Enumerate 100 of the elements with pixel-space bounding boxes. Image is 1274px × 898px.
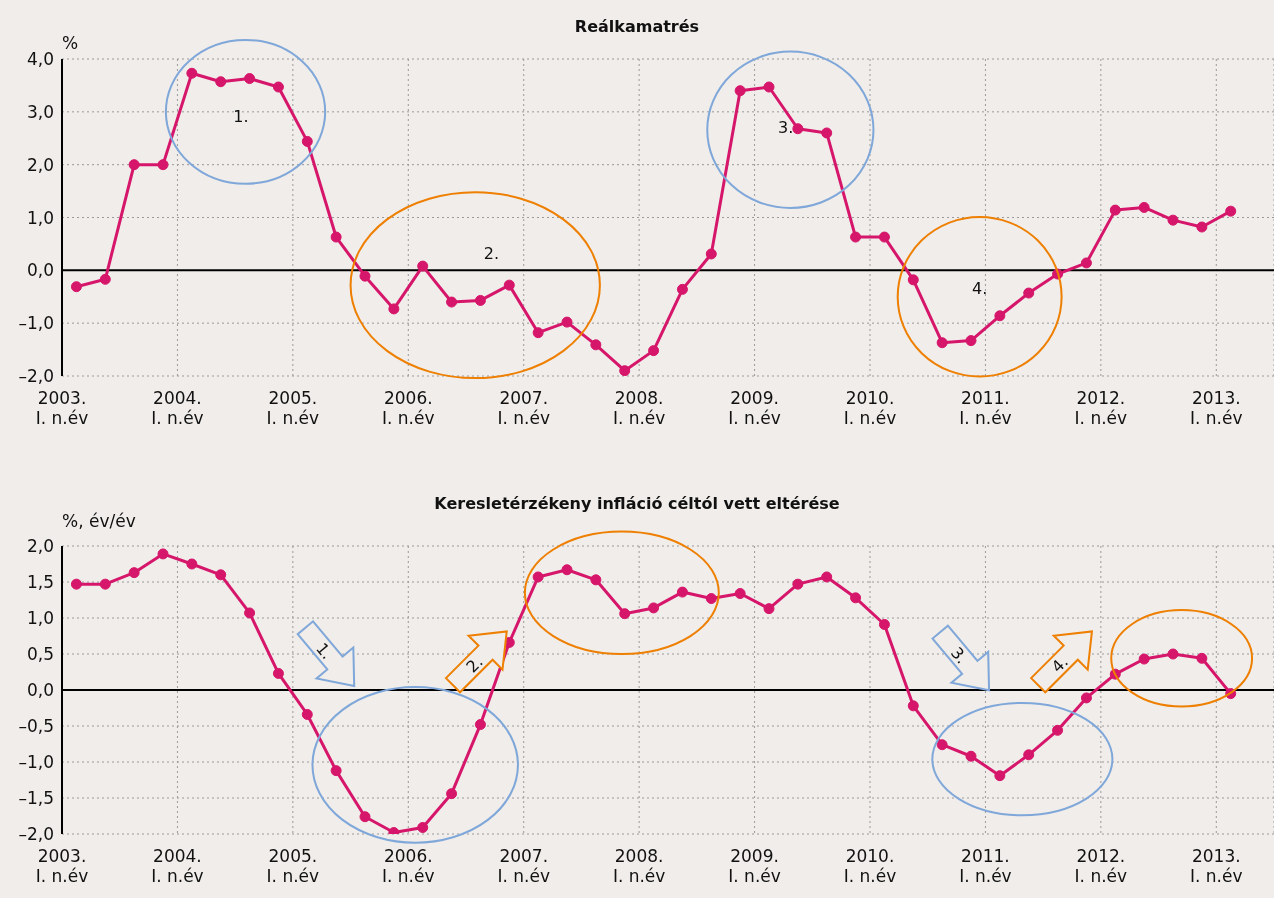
- point: [215, 76, 227, 88]
- point: [70, 281, 82, 293]
- y-tick-label: –2,0: [18, 366, 54, 387]
- point: [272, 667, 284, 679]
- point: [1023, 287, 1035, 299]
- point: [965, 335, 977, 347]
- point: [417, 822, 429, 834]
- x-tick-label: 2011. I. n.év: [959, 387, 1012, 428]
- point: [474, 719, 486, 731]
- x-tick-label: 2010. I. n.év: [843, 845, 897, 886]
- point: [446, 788, 458, 800]
- point: [157, 159, 169, 171]
- annotation: 3.: [946, 643, 972, 668]
- y-tick-label: –1,0: [18, 752, 54, 773]
- x-tick-label: 2004. I. n.év: [151, 845, 204, 886]
- point: [474, 294, 486, 306]
- y-tick-label: –2,0: [18, 824, 54, 845]
- y-tick-label: 1,0: [26, 207, 54, 228]
- point: [676, 586, 688, 598]
- point: [1080, 257, 1092, 269]
- point: [70, 578, 82, 590]
- y-axis-title: %, év/év: [62, 511, 136, 531]
- point: [792, 578, 804, 590]
- point: [388, 303, 400, 315]
- y-tick-label: –0,5: [18, 716, 54, 737]
- y-tick-label: 0,0: [26, 680, 54, 701]
- point: [936, 739, 948, 751]
- point: [1052, 724, 1064, 736]
- point: [1023, 749, 1035, 761]
- point: [1167, 214, 1179, 226]
- point: [99, 273, 111, 285]
- point: [878, 618, 890, 630]
- point: [301, 135, 313, 147]
- point: [1080, 692, 1092, 704]
- point: [128, 159, 140, 171]
- point: [417, 260, 429, 272]
- annotation: 2.: [462, 652, 487, 677]
- point: [763, 603, 775, 615]
- y-tick-label: 0,0: [26, 260, 54, 281]
- x-tick-label: 2003. I. n.év: [35, 387, 89, 428]
- point: [359, 811, 371, 823]
- point: [705, 593, 717, 605]
- chart-title: Keresletérzékeny infláció céltól vett eltérése: [434, 494, 840, 513]
- annotation: 1.: [233, 107, 249, 127]
- point: [792, 123, 804, 135]
- point: [734, 588, 746, 600]
- y-axis-title: %: [62, 33, 79, 53]
- x-tick-label: 2013. I. n.év: [1190, 845, 1243, 886]
- point: [619, 365, 631, 376]
- point: [99, 578, 111, 590]
- x-tick-label: 2005. I. n.év: [266, 387, 320, 428]
- point: [850, 592, 862, 604]
- point: [619, 608, 631, 620]
- point: [705, 248, 717, 260]
- x-tick-label: 2006. I. n.év: [382, 845, 435, 886]
- point: [215, 569, 227, 581]
- annotation: 4.: [972, 279, 988, 299]
- point: [532, 571, 544, 583]
- point: [648, 345, 660, 357]
- point: [128, 567, 140, 579]
- annotation: 3.: [778, 117, 794, 137]
- point: [965, 750, 977, 762]
- point: [590, 339, 602, 351]
- point: [186, 558, 198, 570]
- x-tick-label: 2009. I. n.év: [728, 387, 781, 428]
- point: [1138, 653, 1150, 665]
- point: [244, 73, 256, 85]
- x-tick-label: 2007. I. n.év: [497, 387, 550, 428]
- point: [590, 574, 602, 586]
- point: [907, 700, 919, 712]
- x-tick-label: 2012. I. n.év: [1074, 845, 1128, 886]
- point: [503, 279, 515, 291]
- point: [1167, 648, 1179, 660]
- x-tick-label: 2005. I. n.év: [266, 845, 320, 886]
- x-tick-label: 2003. I. n.év: [35, 845, 89, 886]
- x-tick-label: 2011. I. n.év: [959, 845, 1012, 886]
- point: [734, 85, 746, 97]
- point: [330, 765, 342, 777]
- x-tick-label: 2009. I. n.év: [728, 845, 781, 886]
- point: [763, 81, 775, 93]
- x-tick-label: 2012. I. n.év: [1074, 387, 1128, 428]
- point: [186, 67, 198, 79]
- y-tick-label: 4,0: [26, 49, 54, 70]
- point: [878, 231, 890, 243]
- point: [330, 231, 342, 243]
- point: [821, 127, 833, 139]
- y-tick-label: –1,5: [18, 788, 54, 809]
- x-tick-label: 2008. I. n.év: [612, 845, 666, 886]
- chart-title: Reálkamatrés: [574, 17, 700, 36]
- x-tick-label: 2013. I. n.év: [1190, 387, 1243, 428]
- point: [1196, 221, 1208, 233]
- point: [1109, 204, 1121, 216]
- point: [1196, 652, 1208, 664]
- point: [272, 81, 284, 93]
- point: [1225, 205, 1237, 217]
- point: [244, 607, 256, 619]
- point: [994, 770, 1006, 782]
- point: [676, 283, 688, 295]
- x-tick-label: 2004. I. n.év: [151, 387, 204, 428]
- point: [301, 708, 313, 720]
